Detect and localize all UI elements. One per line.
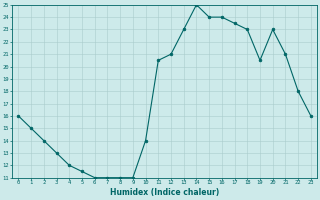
X-axis label: Humidex (Indice chaleur): Humidex (Indice chaleur) [110,188,219,197]
